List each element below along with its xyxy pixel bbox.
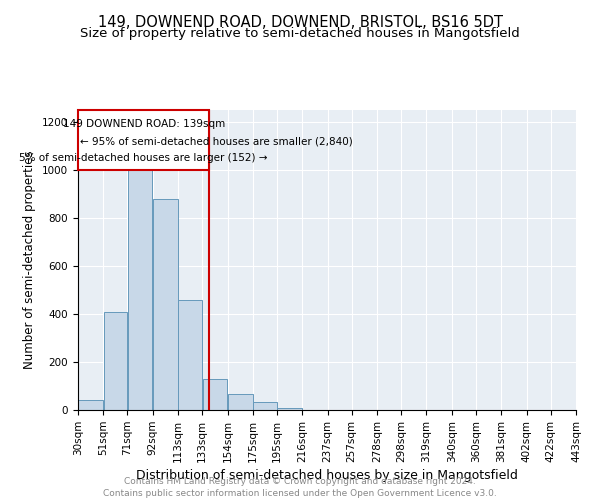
Text: ← 95% of semi-detached houses are smaller (2,840): ← 95% of semi-detached houses are smalle… [80, 137, 353, 147]
Bar [128, 170, 152, 410]
Text: Contains HM Land Registry data © Crown copyright and database right 2024.
Contai: Contains HM Land Registry data © Crown c… [103, 476, 497, 498]
Bar [253, 402, 277, 410]
Bar [153, 199, 178, 410]
Bar [277, 408, 302, 410]
Bar [178, 300, 202, 410]
Text: 5% of semi-detached houses are larger (152) →: 5% of semi-detached houses are larger (1… [19, 153, 268, 163]
Text: 149 DOWNEND ROAD: 139sqm: 149 DOWNEND ROAD: 139sqm [62, 119, 225, 129]
Text: 149, DOWNEND ROAD, DOWNEND, BRISTOL, BS16 5DT: 149, DOWNEND ROAD, DOWNEND, BRISTOL, BS1… [97, 15, 503, 30]
Y-axis label: Number of semi-detached properties: Number of semi-detached properties [23, 150, 37, 370]
Bar [104, 312, 127, 410]
X-axis label: Distribution of semi-detached houses by size in Mangotsfield: Distribution of semi-detached houses by … [136, 469, 518, 482]
FancyBboxPatch shape [78, 110, 209, 170]
Bar [203, 379, 227, 410]
Bar [228, 394, 253, 410]
Bar [79, 400, 103, 410]
Text: Size of property relative to semi-detached houses in Mangotsfield: Size of property relative to semi-detach… [80, 28, 520, 40]
